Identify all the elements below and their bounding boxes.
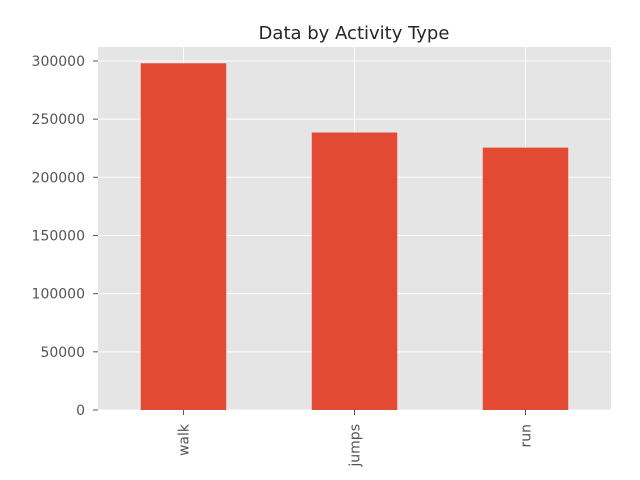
y-axis-ticks: 0 50000 100000 150000 200000 250000 300000 bbox=[32, 54, 98, 419]
y-tick-label: 50000 bbox=[40, 345, 85, 361]
x-tick-label: walk bbox=[177, 423, 193, 456]
y-tick-label: 250000 bbox=[32, 112, 85, 128]
y-tick-label: 200000 bbox=[32, 170, 85, 186]
y-tick-label: 150000 bbox=[32, 228, 85, 244]
y-tick-label: 300000 bbox=[32, 54, 85, 70]
y-tick-label: 0 bbox=[76, 403, 85, 419]
bar-walk bbox=[140, 63, 227, 411]
bar-jumps bbox=[311, 132, 398, 411]
x-axis-ticks: walk jumps run bbox=[177, 410, 535, 468]
chart-title: Data by Activity Type bbox=[259, 23, 450, 44]
bars bbox=[140, 63, 569, 411]
bar-run bbox=[482, 147, 569, 411]
y-tick-label: 100000 bbox=[32, 287, 85, 303]
x-tick-label: run bbox=[519, 424, 535, 448]
x-tick-label: jumps bbox=[348, 424, 364, 468]
